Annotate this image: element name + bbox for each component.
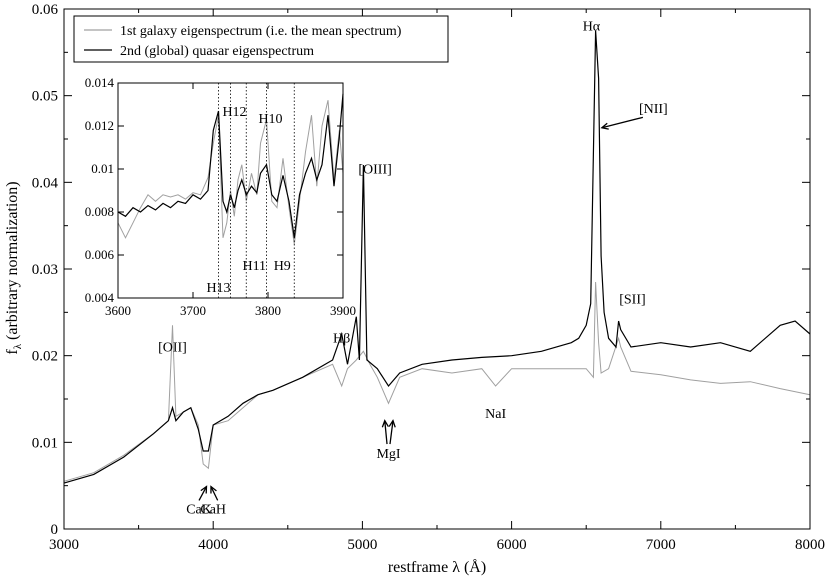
inset-y-tick-label: 0.01 — [91, 161, 114, 176]
x-tick-label: 3000 — [49, 537, 79, 553]
mgi-arrow-1 — [384, 420, 388, 445]
x-axis-label: restframe λ (Å) — [388, 558, 486, 576]
inset-y-tick-label: 0.004 — [85, 290, 115, 305]
legend-label-galaxy: 1st galaxy eigenspectrum (i.e. the mean … — [120, 24, 402, 39]
inset-axes: 3600 3700 3800 3900 0.004 0.006 0.008 0.01 0.012… — [85, 75, 356, 318]
y-tick-label: 0.02 — [32, 349, 58, 365]
y-axis-label-sub: λ — [12, 343, 24, 349]
annotation-label: NaI — [485, 407, 506, 422]
inset-series-line-galaxy — [117, 100, 344, 245]
inset-y-tick-label: 0.006 — [85, 247, 115, 262]
annotation-label: [NII] — [639, 102, 668, 117]
y-tick-label: 0.06 — [32, 2, 59, 18]
inset-y-tick-label: 0.014 — [85, 75, 115, 90]
cak-arrow-head — [200, 485, 208, 494]
inset-line-label: H9 — [274, 259, 291, 274]
inset-x-tick-label: 3600 — [105, 303, 131, 318]
annotation-label: [OII] — [158, 340, 187, 355]
main-axes: 3000 4000 5000 6000 7000 8000 0 0.01 0.02 0.03 0.0… — [32, 2, 825, 553]
y-axis-label: fλ (arbitrary normalization) — [4, 181, 24, 354]
inset-line-label: H10 — [258, 112, 282, 127]
annotation-label: [SII] — [619, 293, 645, 308]
cah-arrow — [210, 486, 219, 501]
mgi-arrow-1-head — [381, 419, 389, 428]
mgi-arrow-2 — [389, 420, 394, 445]
series-line-quasar — [63, 30, 811, 484]
main-series-group — [63, 30, 811, 484]
mgi-arrow-2-head — [388, 419, 396, 428]
cah-arrow-head — [210, 485, 217, 494]
annotation-label: CaK — [186, 502, 212, 517]
annotation-label: CaH — [200, 502, 226, 517]
y-axis-label-main: f — [4, 349, 21, 355]
nii-arrow — [601, 116, 644, 129]
legend-box — [73, 15, 449, 63]
inset-chart: H13 H12 H11 H10 H9 3600 3700 3800 3900 0.004 0.00… — [85, 75, 356, 318]
annotation-label: Hβ — [333, 332, 350, 347]
y-tick-label: 0.03 — [32, 262, 58, 278]
inset-line-label: H11 — [242, 259, 266, 274]
y-tick-label: 0.04 — [32, 175, 59, 191]
x-tick-label: 7000 — [646, 537, 676, 553]
x-tick-label: 6000 — [497, 537, 527, 553]
annotation-label: Hα — [583, 20, 601, 35]
inset-series-group — [117, 93, 344, 245]
cak-arrow — [198, 486, 208, 501]
inset-series-line-quasar — [117, 93, 344, 238]
inset-x-tick-label: 3900 — [330, 303, 356, 318]
y-tick-label: 0 — [51, 522, 59, 538]
inset-y-tick-label: 0.012 — [85, 118, 114, 133]
legend: 1st galaxy eigenspectrum (i.e. the mean … — [73, 15, 449, 63]
nii-arrow-head — [600, 122, 609, 130]
legend-label-quasar: 2nd (global) quasar eigenspectrum — [120, 44, 314, 59]
inset-balmer-lines: H13 H12 H11 H10 H9 — [206, 83, 295, 298]
inset-x-tick-label: 3700 — [180, 303, 206, 318]
inset-line-label: H12 — [222, 105, 246, 120]
inset-y-tick-label: 0.008 — [85, 204, 114, 219]
y-axis-label-rest: (arbitrary normalization) — [4, 181, 21, 344]
y-tick-label: 0.05 — [32, 89, 58, 105]
x-tick-label: 8000 — [795, 537, 825, 553]
inset-frame — [117, 82, 344, 299]
x-tick-label: 5000 — [347, 537, 377, 553]
annotation-label: MgI — [376, 447, 400, 462]
annotation-label: [OIII] — [358, 163, 391, 178]
x-tick-label: 4000 — [198, 537, 228, 553]
inset-x-tick-label: 3800 — [255, 303, 281, 318]
inset-line-label: H13 — [206, 281, 230, 296]
y-tick-label: 0.01 — [32, 435, 58, 451]
